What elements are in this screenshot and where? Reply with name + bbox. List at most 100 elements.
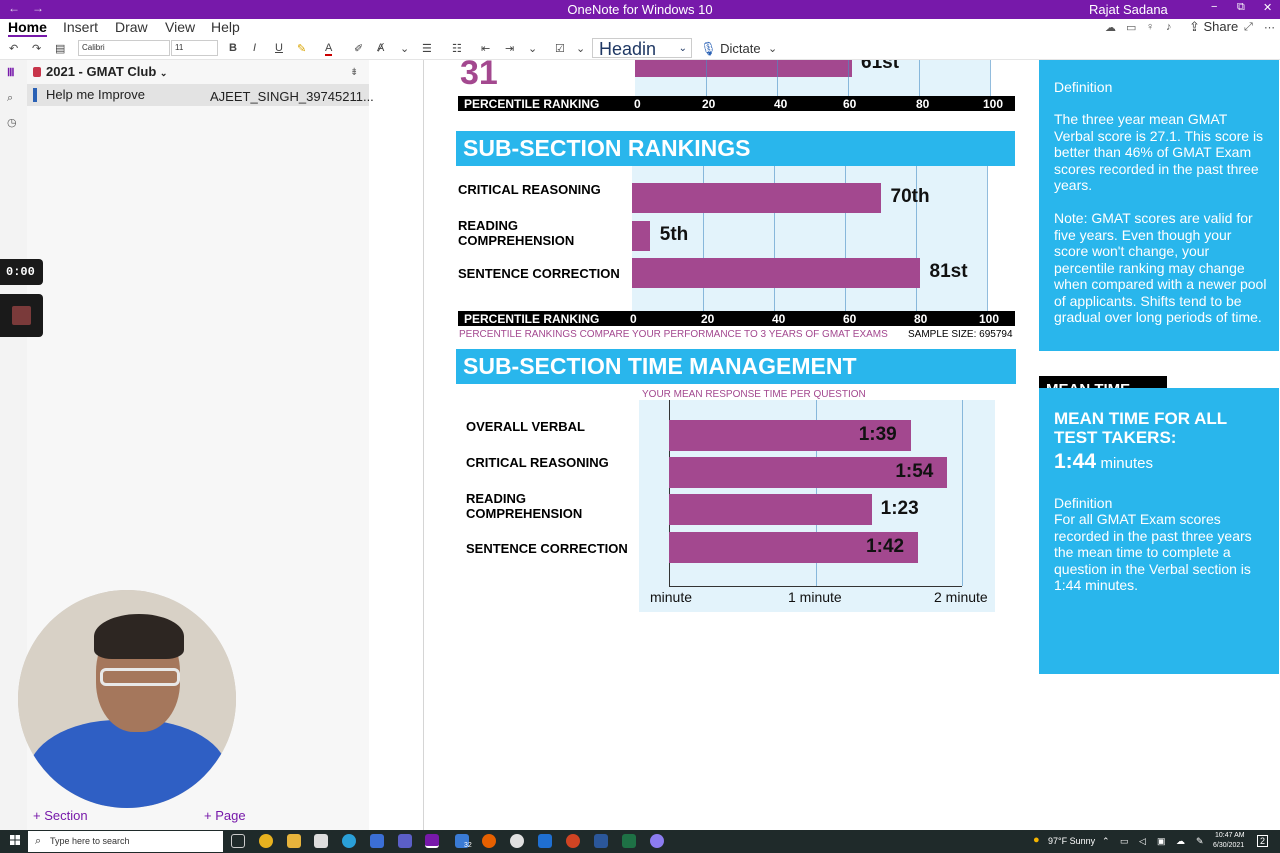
rank-gridline	[845, 166, 846, 311]
meet-icon[interactable]: ▣	[1157, 836, 1166, 846]
time-axis-label-0: minute	[650, 589, 693, 605]
activity-icon[interactable]: ▭	[1126, 22, 1137, 34]
file-explorer-icon[interactable]	[287, 834, 301, 848]
store-icon[interactable]	[314, 834, 328, 848]
time-label-critical-reasoning: CRITICAL REASONING	[466, 455, 609, 470]
bullets-icon[interactable]: ☰	[422, 43, 432, 55]
section-row[interactable]: Help me Improve AJEET_SINGH_39745211...	[27, 84, 374, 106]
volume-icon[interactable]: ◁	[1139, 836, 1146, 846]
excel-icon[interactable]	[622, 834, 636, 848]
style-selector[interactable]: Headin ⌄	[592, 38, 692, 59]
overall-score: 31	[460, 60, 498, 92]
edge-icon[interactable]	[342, 834, 356, 848]
powerpoint-icon[interactable]	[566, 834, 580, 848]
tab-home[interactable]: Home	[8, 19, 47, 37]
chevron-down-icon[interactable]: ⌄	[576, 43, 586, 55]
title-bar: ← → OneNote for Windows 10 Rajat Sadana …	[0, 0, 1280, 19]
validity-note: Note: GMAT scores are valid for five yea…	[1054, 210, 1267, 325]
more-icon[interactable]: ⋯	[1264, 22, 1275, 34]
restore-icon[interactable]: ⧉	[1237, 1, 1245, 13]
clock-date[interactable]: 6/30/2021	[1213, 842, 1245, 849]
overall-gridline	[919, 60, 920, 96]
clock-time[interactable]: 10:47 AM	[1215, 832, 1245, 839]
font-name-field[interactable]: Calibri	[78, 40, 170, 56]
tab-insert[interactable]: Insert	[63, 19, 99, 35]
notebook-name: 2021 - GMAT Club	[46, 64, 157, 79]
share-button[interactable]: ⇪ Share	[1189, 19, 1238, 35]
font-color-icon[interactable]: A	[325, 42, 333, 56]
recording-timer: 0:00	[0, 259, 43, 285]
messaging-icon[interactable]	[455, 834, 469, 848]
notebook-icon	[33, 67, 41, 77]
dictate-button[interactable]: 🎙 Dictate	[700, 41, 761, 57]
cloud-icon[interactable]: ☁	[1176, 836, 1185, 846]
lightbulb-icon[interactable]: ♀	[1146, 21, 1155, 33]
user-name[interactable]: Rajat Sadana	[1089, 2, 1168, 17]
clear-format-icon[interactable]: Ⱥ	[377, 42, 385, 54]
pen-icon[interactable]: ✎	[1196, 836, 1204, 846]
section-item-help-me-improve[interactable]: Help me Improve	[46, 87, 145, 102]
forward-icon[interactable]: →	[32, 1, 44, 15]
network-icon[interactable]: ▭	[1120, 836, 1129, 846]
definition-heading: Definition	[1054, 79, 1113, 95]
time-label-reading-comprehension: READING COMPREHENSION	[466, 491, 583, 521]
rank-label-reading-comprehension: READING COMPREHENSION	[458, 218, 575, 248]
firefox-icon[interactable]	[482, 834, 496, 848]
onenote-icon[interactable]	[425, 834, 439, 848]
expand-icon[interactable]: ⤢	[1244, 21, 1253, 33]
browser-icon[interactable]	[510, 834, 524, 848]
bold-button[interactable]: B	[229, 42, 237, 54]
word-icon[interactable]	[594, 834, 608, 848]
back-icon[interactable]: ←	[8, 1, 20, 15]
italic-button[interactable]: I	[253, 42, 257, 54]
weather-text[interactable]: 97°F Sunny	[1048, 836, 1096, 846]
undo-icon[interactable]: ↶	[9, 43, 19, 55]
tick-label: 0	[630, 312, 637, 326]
add-page-button[interactable]: + Page	[204, 808, 246, 823]
chevron-down-icon[interactable]: ⌄	[528, 43, 538, 55]
task-view-icon[interactable]	[231, 834, 245, 848]
chevron-up-icon[interactable]: ⌃	[1102, 836, 1110, 846]
format-painter-icon[interactable]: ✐	[354, 43, 364, 55]
indent-icon[interactable]: ⇥	[505, 43, 515, 55]
teams-icon[interactable]	[398, 834, 412, 848]
add-section-button[interactable]: + Section	[33, 808, 88, 823]
font-size-field[interactable]: 11	[171, 40, 218, 56]
minimize-icon[interactable]: −	[1211, 1, 1218, 13]
outdent-icon[interactable]: ⇤	[481, 43, 491, 55]
search-icon[interactable]: ⌕	[7, 92, 14, 104]
sort-icon[interactable]: ⇟	[350, 67, 359, 78]
time-label-overall-verbal: OVERALL VERBAL	[466, 419, 585, 434]
percentile-strip-top: PERCENTILE RANKING 0 20 40 60 80 100	[458, 96, 1015, 111]
tab-help[interactable]: Help	[211, 19, 240, 35]
mean-time-row: 1:44 minutes	[1054, 450, 1153, 474]
zoom-icon[interactable]	[370, 834, 384, 848]
numbering-icon[interactable]: ☷	[452, 43, 462, 55]
notification-icon[interactable]: 2	[1257, 835, 1269, 847]
rank-label-critical-reasoning: CRITICAL REASONING	[458, 182, 601, 197]
verbal-definition-text: The three year mean GMAT Verbal score is…	[1054, 111, 1264, 193]
clipboard-icon[interactable]: ▤	[55, 43, 66, 55]
windows-start-icon[interactable]	[10, 835, 20, 845]
bell-icon[interactable]: ♪	[1166, 21, 1172, 33]
tab-draw[interactable]: Draw	[115, 19, 148, 35]
chrome-icon[interactable]	[259, 834, 273, 848]
highlight-icon[interactable]: ✎	[297, 43, 307, 55]
redo-icon[interactable]: ↷	[32, 43, 42, 55]
settings-app-icon[interactable]	[650, 834, 664, 848]
stop-recording-button[interactable]	[0, 294, 43, 337]
recent-icon[interactable]: ◷	[7, 117, 17, 129]
underline-button[interactable]: U	[275, 42, 283, 54]
sync-icon[interactable]: ☁	[1105, 22, 1116, 34]
taskbar-search-input[interactable]: ⌕ Type here to search	[28, 831, 223, 852]
close-icon[interactable]: ✕	[1263, 2, 1273, 14]
tab-view[interactable]: View	[165, 19, 196, 35]
page-item[interactable]: AJEET_SINGH_39745211...	[210, 89, 374, 104]
notebook-selector[interactable]: 2021 - GMAT Club ⌄	[33, 64, 167, 79]
notebooks-icon[interactable]: Ⅲ	[7, 67, 15, 79]
chevron-down-icon[interactable]: ⌄	[400, 43, 410, 55]
overall-ordinal: 61st	[861, 60, 900, 73]
checkbox-tag-icon[interactable]: ☑	[555, 43, 565, 55]
chevron-down-icon[interactable]: ⌄	[768, 43, 778, 55]
outlook-icon[interactable]	[538, 834, 552, 848]
